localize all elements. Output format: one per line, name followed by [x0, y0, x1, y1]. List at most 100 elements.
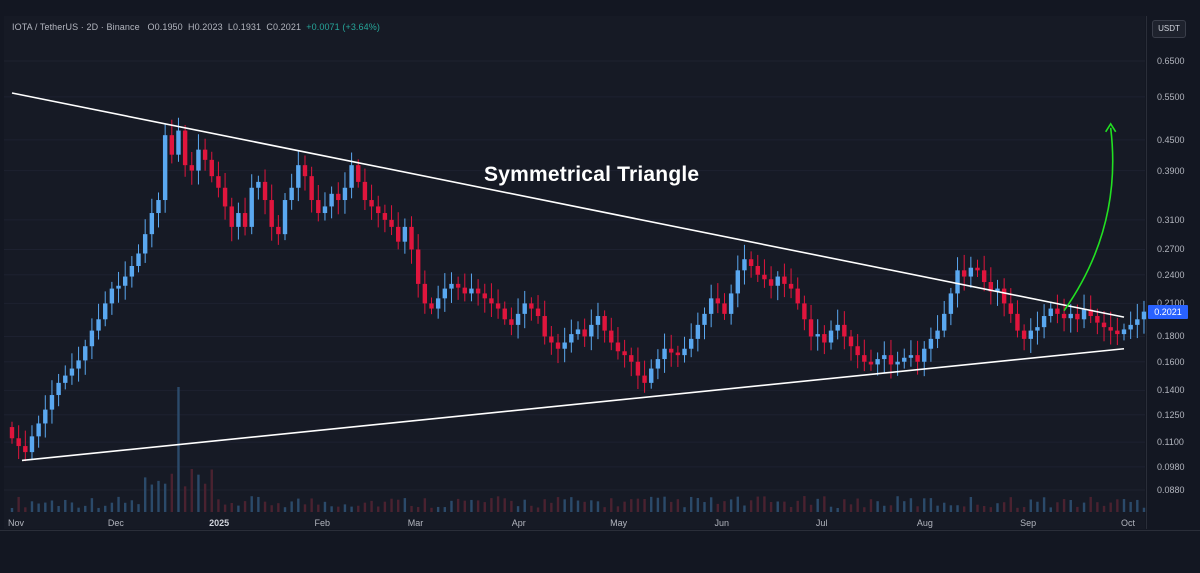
volume-bar — [30, 501, 34, 512]
candle-body — [389, 219, 394, 227]
currency-badge[interactable]: USDT — [1152, 20, 1186, 38]
price-tick-label: 0.1100 — [1157, 437, 1184, 448]
candle-body — [1028, 330, 1033, 339]
volume-bar — [303, 504, 307, 512]
candle-body — [36, 423, 41, 437]
candle-body — [356, 165, 361, 182]
candle-body — [995, 288, 1000, 292]
candle-body — [302, 165, 308, 177]
volume-bar — [683, 507, 686, 512]
candle-body — [236, 213, 241, 227]
volume-bar — [37, 503, 40, 512]
candle-body — [975, 267, 980, 271]
candle-body — [1115, 330, 1120, 335]
volume-bar — [330, 506, 333, 512]
candle-body — [1068, 313, 1073, 319]
candle-body — [502, 308, 507, 320]
volume-bar — [836, 507, 839, 512]
candle-body — [455, 283, 461, 288]
candle-body — [1121, 329, 1127, 335]
volume-bar — [536, 507, 540, 512]
volume-bar — [217, 499, 220, 512]
volume-bar — [390, 498, 393, 512]
volume-bar — [177, 387, 180, 512]
candle-body — [695, 324, 701, 339]
volume-bar — [463, 500, 466, 512]
candle-body — [1021, 330, 1027, 339]
volume-bar — [50, 500, 54, 512]
candle-body — [202, 149, 208, 160]
volume-bar — [916, 506, 919, 512]
candle-body — [595, 316, 601, 325]
volume-bar — [863, 507, 866, 512]
volume-bar — [1082, 502, 1086, 512]
volume-bar — [443, 507, 447, 512]
candle-body — [802, 303, 807, 320]
volume-bar — [270, 505, 273, 512]
volume-bar — [689, 496, 693, 512]
volume-bar — [816, 498, 819, 512]
volume-bar — [397, 499, 400, 512]
volume-bar — [696, 497, 700, 512]
candle-body — [615, 342, 621, 352]
time-tick-label: Sep — [1020, 518, 1037, 528]
time-tick-label: Feb — [314, 518, 331, 528]
volume-bar — [650, 496, 653, 512]
volume-bar — [436, 506, 440, 512]
volume-bar — [57, 506, 60, 512]
candle-body — [795, 288, 800, 304]
candle-body — [256, 181, 261, 188]
candle-body — [782, 276, 787, 284]
candle-body — [322, 206, 328, 214]
volume-bar — [956, 505, 959, 512]
candle-body — [429, 303, 434, 309]
candle-body — [981, 270, 987, 283]
volume-bar — [523, 499, 526, 512]
volume-bar — [889, 505, 893, 512]
candle-body — [1128, 324, 1133, 330]
candle-body — [875, 359, 880, 365]
volume-bar — [277, 503, 280, 512]
volume-bar — [290, 501, 293, 512]
volume-bar — [969, 496, 973, 512]
volume-bar — [1122, 499, 1126, 512]
volume-bar — [1129, 501, 1132, 512]
volume-bar — [656, 497, 660, 512]
volume-bar — [310, 498, 313, 512]
volume-bar — [157, 480, 160, 512]
candle-body — [868, 361, 874, 365]
candle-body — [142, 234, 148, 254]
candle-body — [16, 438, 21, 447]
open-value: O0.1950 — [147, 22, 183, 32]
volume-bar — [450, 500, 453, 512]
candle-body — [655, 359, 661, 369]
volume-bar — [210, 469, 213, 512]
candle-body — [1048, 308, 1053, 317]
candle-body — [156, 200, 161, 214]
candle-body — [169, 135, 175, 155]
volume-bar — [1042, 497, 1046, 512]
volume-bar — [503, 498, 506, 512]
volume-bar — [616, 506, 620, 512]
volume-bar — [377, 506, 380, 512]
candle-body — [902, 357, 907, 362]
volume-bar — [563, 499, 566, 512]
volume-bar — [949, 505, 953, 512]
price-scale[interactable]: 0.6500 0.5500 0.4500 0.3900 0.3100 0.2700 0.24… — [1146, 16, 1200, 529]
candle-body — [955, 270, 960, 294]
volume-bar — [370, 500, 373, 512]
time-tick-label: 2025 — [209, 518, 230, 528]
candle-body — [56, 382, 61, 396]
time-tick-label: Jun — [714, 518, 730, 528]
volume-bar — [843, 499, 846, 512]
candle-body — [475, 288, 481, 294]
candle-body — [495, 303, 501, 309]
volume-bar — [670, 501, 673, 512]
volume-bar — [1102, 505, 1106, 512]
candle-body — [808, 319, 814, 337]
volume-bar — [590, 500, 593, 512]
volume-bar — [1069, 499, 1072, 512]
volume-bar — [663, 496, 666, 512]
candle-body — [309, 176, 314, 201]
